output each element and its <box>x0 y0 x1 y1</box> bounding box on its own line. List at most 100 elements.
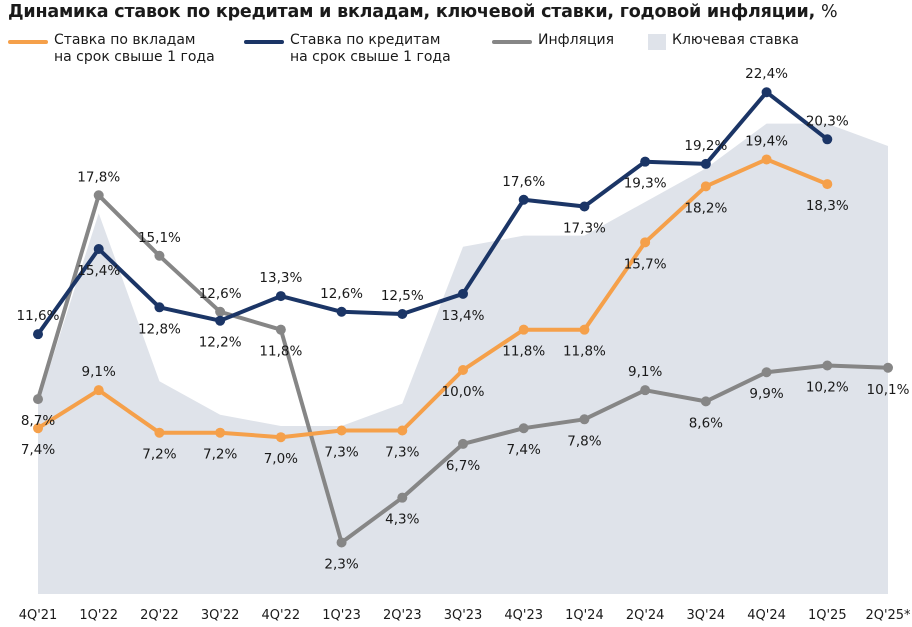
chart-title: Динамика ставок по кредитам и вкладам, к… <box>8 2 838 22</box>
loans-data-label: 12,8% <box>138 321 181 337</box>
legend-swatch-key-rate <box>648 34 666 50</box>
deposits-data-label: 11,8% <box>563 344 606 360</box>
x-tick-label: 1Q'23 <box>322 608 361 623</box>
deposits-point <box>154 427 165 438</box>
x-tick-label: 1Q'25 <box>808 608 847 623</box>
deposits-line <box>36 157 830 440</box>
inflation-point <box>822 360 833 371</box>
inflation-point <box>579 414 590 425</box>
deposits-data-label: 10,0% <box>442 384 485 400</box>
x-tick-label: 1Q'24 <box>565 608 604 623</box>
key-rate-area <box>38 123 888 594</box>
loans-data-label: 19,2% <box>684 138 727 154</box>
loans-point <box>33 329 43 340</box>
deposits-data-label: 19,4% <box>745 133 788 149</box>
loans-point <box>822 134 833 145</box>
inflation-point <box>215 306 226 317</box>
loans-point <box>700 158 711 169</box>
loans-data-label: 12,5% <box>381 288 424 304</box>
deposits-point <box>93 385 104 396</box>
loans-data-label: 12,2% <box>199 335 242 351</box>
inflation-point <box>883 362 893 373</box>
legend-label-key-rate: Ключевая ставка <box>672 32 799 48</box>
series-points-layer <box>33 87 893 548</box>
inflation-point <box>518 423 529 434</box>
x-tick-label: 2Q'22 <box>140 608 179 623</box>
loans-point <box>336 306 347 317</box>
legend-swatch-deposits <box>8 40 48 44</box>
loans-data-label: 13,3% <box>259 270 302 286</box>
deposits-data-label: 15,7% <box>624 256 667 272</box>
deposits-data-label: 7,3% <box>324 444 358 460</box>
inflation-data-label: 7,4% <box>507 442 541 458</box>
x-tick-label: 3Q'23 <box>444 608 483 623</box>
deposits-data-label: 7,3% <box>385 444 419 460</box>
deposits-data-label: 9,1% <box>82 364 116 380</box>
deposits-point <box>275 432 286 443</box>
loans-line <box>36 90 830 337</box>
inflation-point <box>640 385 651 396</box>
loans-data-label: 19,3% <box>624 176 667 192</box>
x-tick-label: 3Q'22 <box>201 608 240 623</box>
loans-point <box>154 302 165 313</box>
loans-data-label: 11,6% <box>17 308 60 324</box>
legend-label-deposits-line1: Ставка по вкладам <box>54 32 196 48</box>
loans-point <box>93 244 104 255</box>
inflation-data-label: 7,8% <box>567 433 601 449</box>
loans-point <box>579 201 590 212</box>
inflation-data-label: 9,1% <box>628 364 662 380</box>
inflation-data-label: 6,7% <box>446 458 480 474</box>
deposits-data-label: 18,3% <box>806 198 849 214</box>
deposits-data-label: 11,8% <box>502 344 545 360</box>
deposits-point <box>518 324 529 335</box>
inflation-data-label: 15,1% <box>138 230 181 246</box>
chart-title-unit: % <box>820 2 838 22</box>
deposits-point <box>761 154 772 165</box>
loans-point <box>761 87 772 98</box>
loans-data-label: 15,4% <box>77 263 120 279</box>
x-tick-label: 3Q'24 <box>687 608 726 623</box>
chart-title-main: Динамика ставок по кредитам и вкладам, к… <box>8 2 816 22</box>
x-tick-label: 4Q'24 <box>747 608 786 623</box>
x-axis: 4Q'21 1Q'22 2Q'22 3Q'22 4Q'22 1Q'23 2Q'23 3Q'23… <box>19 608 911 623</box>
x-tick-label: 1Q'22 <box>79 608 118 623</box>
inflation-data-label: 4,3% <box>385 512 419 528</box>
loans-point <box>215 315 226 326</box>
deposits-data-label: 7,4% <box>21 442 55 458</box>
deposits-point <box>700 181 711 192</box>
x-tick-label: 4Q'21 <box>19 608 58 623</box>
loans-point <box>275 291 286 302</box>
deposits-point <box>336 425 347 436</box>
x-tick-label: 4Q'23 <box>504 608 543 623</box>
deposits-data-label: 7,0% <box>264 451 298 467</box>
legend-label-deposits-line2: на срок свыше 1 года <box>54 49 215 65</box>
legend-label-loans-line2: на срок свыше 1 года <box>290 49 451 65</box>
deposits-point <box>822 179 833 190</box>
inflation-data-label: 9,9% <box>749 386 783 402</box>
legend-swatch-inflation <box>492 40 532 44</box>
inflation-data-label: 10,2% <box>806 380 849 396</box>
deposits-data-label: 7,2% <box>142 447 176 463</box>
loans-data-label: 17,3% <box>563 220 606 236</box>
loans-data-label: 17,6% <box>502 174 545 190</box>
legend-label-inflation: Инфляция <box>538 32 615 48</box>
deposits-point <box>579 324 590 335</box>
x-tick-label: 2Q'24 <box>626 608 665 623</box>
inflation-point <box>397 492 408 503</box>
loans-data-label: 12,6% <box>320 286 363 302</box>
inflation-data-label: 12,6% <box>199 286 242 302</box>
x-tick-label: 4Q'22 <box>262 608 301 623</box>
key-rate-area-layer <box>38 123 888 594</box>
inflation-point <box>761 367 772 378</box>
inflation-point <box>700 396 711 407</box>
inflation-point <box>154 250 165 261</box>
loans-point <box>518 194 529 205</box>
deposits-data-label: 18,2% <box>684 200 727 216</box>
inflation-data-label: 10,1% <box>867 382 910 398</box>
deposits-point <box>397 425 408 436</box>
x-tick-label: 2Q'25* <box>865 608 911 623</box>
inflation-data-label: 8,6% <box>689 415 723 431</box>
legend-swatch-loans <box>244 40 284 44</box>
inflation-point <box>336 537 347 548</box>
